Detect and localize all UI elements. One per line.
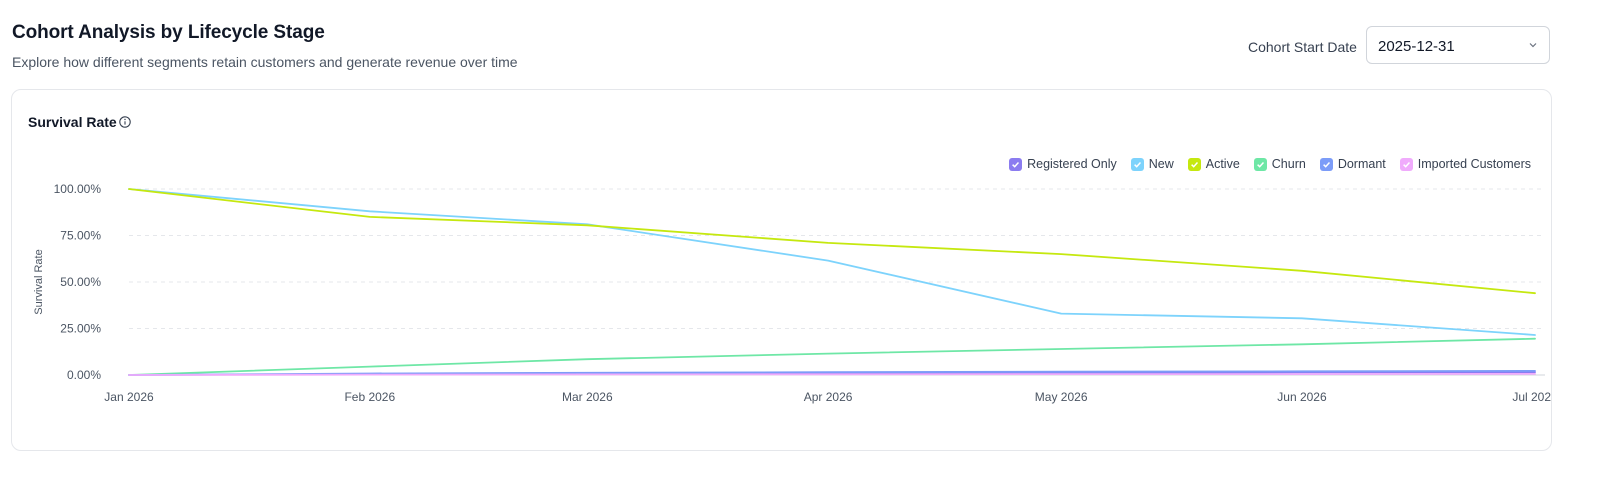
legend-item-registered-only[interactable]: Registered Only (1009, 157, 1117, 171)
legend-label: Churn (1271, 157, 1306, 171)
legend-checkbox[interactable] (1253, 157, 1267, 171)
survival-rate-card: Survival Rate Registered Only New Active… (11, 89, 1552, 451)
cohort-start-date-select[interactable]: 2025-12-31 (1366, 26, 1550, 64)
cohort-start-date-label: Cohort Start Date (1248, 39, 1357, 55)
y-tick-label: 0.00% (67, 368, 101, 382)
x-tick-label: Jul 2026 (1512, 390, 1551, 404)
legend-label: Active (1205, 157, 1240, 171)
legend-label: Dormant (1337, 157, 1386, 171)
chart-legend: Registered Only New Active Churn Dormant… (1009, 157, 1531, 171)
x-tick-label: Apr 2026 (804, 390, 853, 404)
chevron-down-icon (1529, 43, 1537, 48)
legend-item-new[interactable]: New (1130, 157, 1174, 171)
check-icon (1402, 161, 1410, 168)
legend-label: Imported Customers (1417, 157, 1531, 171)
card-title: Survival Rate (28, 114, 117, 130)
y-tick-label: 100.00% (54, 182, 102, 196)
legend-checkbox[interactable] (1187, 157, 1201, 171)
series-line-dormant (128, 369, 1536, 376)
legend-label: New (1148, 157, 1174, 171)
check-icon (1012, 161, 1020, 168)
legend-item-active[interactable]: Active (1187, 157, 1240, 171)
page-title: Cohort Analysis by Lifecycle Stage (12, 22, 325, 43)
check-icon (1190, 161, 1198, 168)
x-tick-label: May 2026 (1035, 390, 1088, 404)
check-icon (1256, 161, 1264, 168)
legend-item-imported-customers[interactable]: Imported Customers (1399, 157, 1531, 171)
info-icon[interactable] (118, 115, 132, 129)
legend-checkbox[interactable] (1130, 157, 1144, 171)
x-tick-label: Jan 2026 (104, 390, 154, 404)
legend-checkbox[interactable] (1009, 157, 1023, 171)
legend-label: Registered Only (1027, 157, 1117, 171)
x-tick-label: Mar 2026 (562, 390, 613, 404)
check-icon (1322, 161, 1330, 168)
page-subtitle: Explore how different segments retain cu… (12, 54, 518, 70)
survival-rate-chart: 0.00% 25.00% 50.00% 75.00% 100.00% Jan 2026 Fe… (33, 182, 1551, 404)
check-icon (1133, 161, 1141, 168)
x-tick-label: Jun 2026 (1277, 390, 1327, 404)
y-axis-title: Survival Rate (33, 249, 45, 314)
legend-item-dormant[interactable]: Dormant (1319, 157, 1386, 171)
cohort-start-date-value: 2025-12-31 (1378, 38, 1455, 55)
x-tick-label: Feb 2026 (344, 390, 395, 404)
series-line-active (128, 188, 1536, 295)
y-tick-label: 75.00% (60, 229, 101, 243)
legend-checkbox[interactable] (1399, 157, 1413, 171)
legend-checkbox[interactable] (1319, 157, 1333, 171)
legend-item-churn[interactable]: Churn (1253, 157, 1306, 171)
series-line-new (128, 188, 1536, 336)
series-line-churn (128, 337, 1536, 376)
y-tick-label: 25.00% (60, 322, 101, 336)
y-tick-label: 50.00% (60, 275, 101, 289)
series-line-imported-customers (128, 372, 1536, 376)
